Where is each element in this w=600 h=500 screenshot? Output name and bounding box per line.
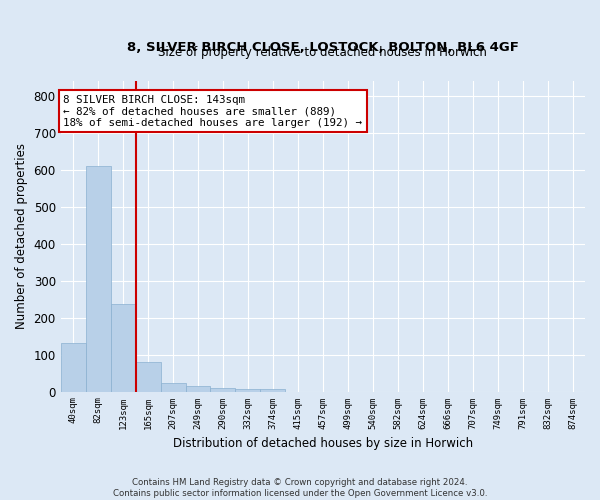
Bar <box>211 388 235 392</box>
Bar <box>136 362 161 392</box>
Text: Contains HM Land Registry data © Crown copyright and database right 2024.
Contai: Contains HM Land Registry data © Crown c… <box>113 478 487 498</box>
Text: 8 SILVER BIRCH CLOSE: 143sqm
← 82% of detached houses are smaller (889)
18% of s: 8 SILVER BIRCH CLOSE: 143sqm ← 82% of de… <box>63 94 362 128</box>
Bar <box>110 304 136 392</box>
Bar <box>235 388 260 392</box>
X-axis label: Distribution of detached houses by size in Horwich: Distribution of detached houses by size … <box>173 437 473 450</box>
Bar <box>260 388 286 392</box>
Bar <box>61 342 86 392</box>
Bar <box>161 384 185 392</box>
Bar <box>185 386 211 392</box>
Y-axis label: Number of detached properties: Number of detached properties <box>15 143 28 329</box>
Bar <box>86 166 110 392</box>
Text: 8, SILVER BIRCH CLOSE, LOSTOCK, BOLTON, BL6 4GF: 8, SILVER BIRCH CLOSE, LOSTOCK, BOLTON, … <box>127 42 519 54</box>
Title: Size of property relative to detached houses in Horwich: Size of property relative to detached ho… <box>158 46 487 59</box>
